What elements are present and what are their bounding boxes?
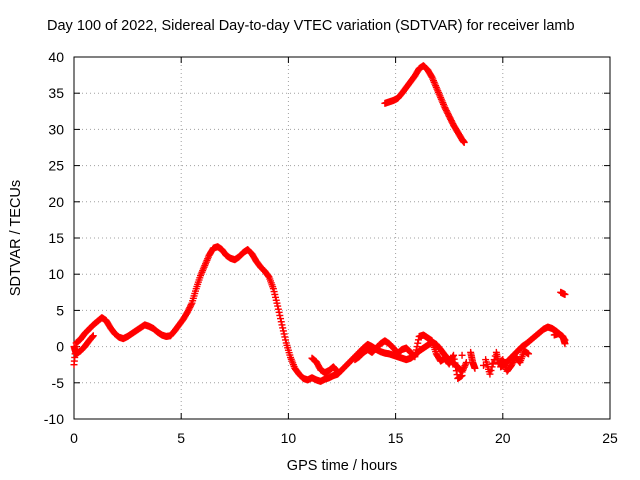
y-tick-label: 10 [48,266,64,282]
y-tick-label: 20 [48,194,64,210]
x-tick-label: 0 [70,430,78,446]
data-point-secondary [334,368,342,376]
y-tick-label: -10 [44,411,64,427]
data-point-main [276,311,284,319]
data-point-secondary [414,339,422,347]
data-point-secondary [487,366,495,374]
axis-ticks: 0 5 10 15 20 25 -10 -5 0 5 10 15 20 25 30 35 40 [44,49,618,446]
data-point-secondary [458,351,466,359]
data-point-main [274,302,282,310]
data-point-secondary [449,351,457,359]
y-tick-label: 40 [48,49,64,65]
y-axis-label: SDTVAR / TECUs [8,180,24,296]
data-point-main [459,365,467,373]
data-point-main [277,318,285,326]
x-tick-label: 5 [177,430,185,446]
data-point-secondary [525,350,533,358]
y-tick-label: 0 [56,339,64,355]
data-point-secondary [412,346,420,354]
data-point-secondary [451,359,459,367]
x-tick-label: 20 [495,430,511,446]
chart-title: Day 100 of 2022, Sidereal Day-to-day VTE… [47,18,575,34]
data-point-main [462,360,470,368]
y-tick-label: 5 [56,302,64,318]
y-tick-label: -5 [52,375,65,391]
data-point-secondary [471,364,479,372]
y-tick-label: 35 [48,85,64,101]
data-point-main [187,301,195,309]
grid-lines [74,57,610,419]
x-axis-label: GPS time / hours [287,458,397,474]
data-point-secondary [89,333,97,341]
data-points [70,62,569,385]
data-point-upper-segment [460,138,468,146]
data-point-secondary [413,343,421,351]
y-tick-label: 30 [48,121,64,137]
data-point-secondary [561,340,569,348]
data-point-secondary [412,349,420,357]
data-point-main [274,305,282,313]
y-tick-label: 15 [48,230,64,246]
data-point-main [462,359,470,367]
data-point-secondary [414,336,422,344]
data-point-main [459,366,467,374]
data-point-isolated [561,290,569,298]
y-tick-label: 25 [48,158,64,174]
data-point-secondary [452,367,460,375]
data-point-secondary [452,363,460,371]
data-point-secondary [458,372,466,380]
data-point-main [461,362,469,370]
data-point-main [277,315,285,323]
x-tick-label: 15 [388,430,404,446]
data-point-secondary [450,355,458,363]
data-point-main [275,308,283,316]
x-tick-label: 25 [602,430,618,446]
data-point-secondary [89,332,97,340]
data-point-secondary [411,353,419,361]
data-point-secondary [488,363,496,371]
x-tick-label: 10 [281,430,297,446]
data-point-main [460,363,468,371]
data-point-secondary [333,367,341,375]
data-point-secondary [489,359,497,367]
data-point-secondary [486,370,494,378]
